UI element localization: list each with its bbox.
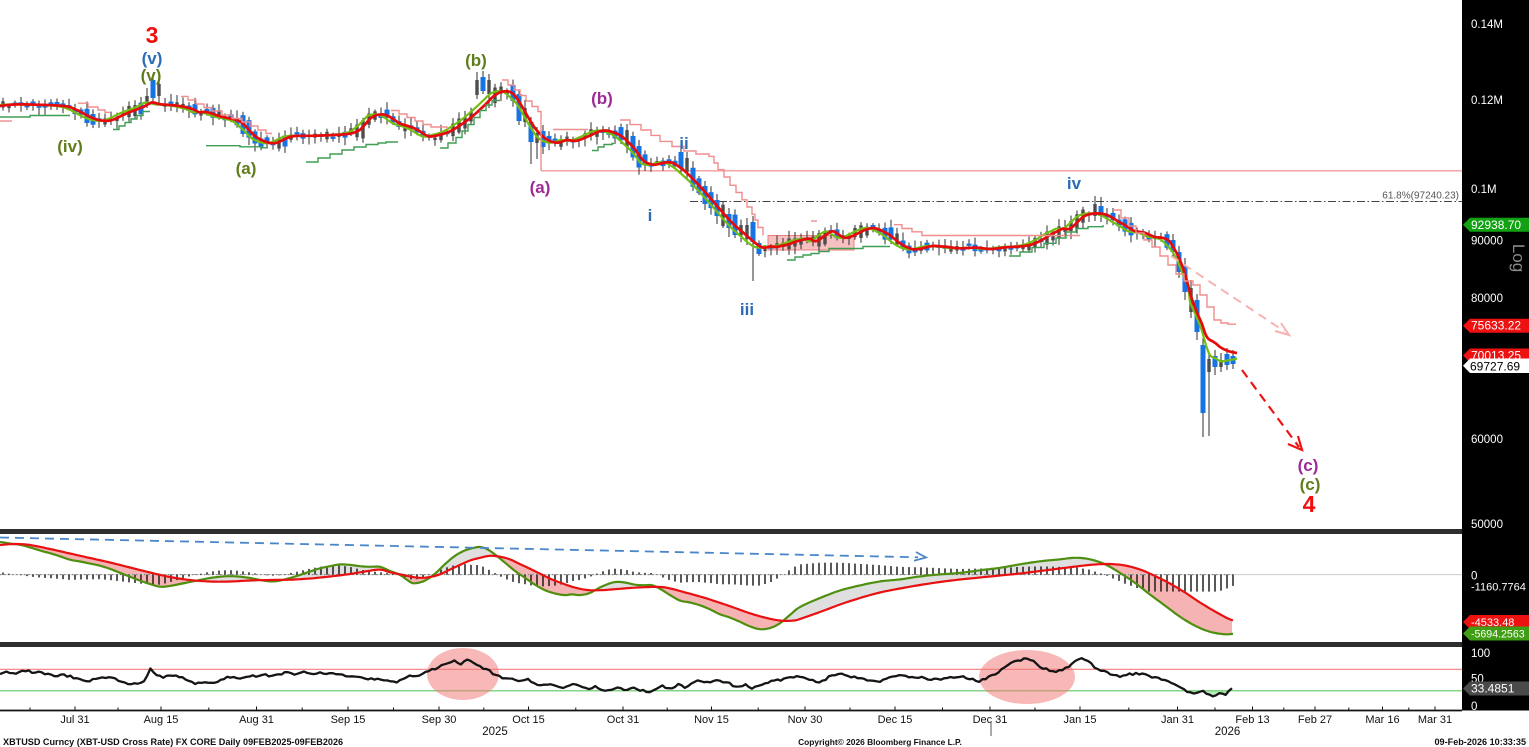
svg-text:Dec 31: Dec 31 (973, 714, 1008, 726)
svg-text:92938.70: 92938.70 (1471, 218, 1521, 232)
svg-text:0.12M: 0.12M (1471, 95, 1503, 107)
svg-text:ii: ii (679, 134, 688, 153)
svg-text:(c): (c) (1300, 475, 1321, 494)
svg-text:(a): (a) (236, 159, 257, 178)
svg-text:Aug 31: Aug 31 (239, 714, 274, 726)
svg-text:0.14M: 0.14M (1471, 19, 1503, 31)
svg-text:(b): (b) (465, 51, 487, 70)
svg-text:(v): (v) (142, 49, 163, 68)
svg-text:Jan 31: Jan 31 (1161, 714, 1194, 726)
svg-text:Oct 15: Oct 15 (512, 714, 544, 726)
svg-text:-1160.7764: -1160.7764 (1471, 582, 1526, 594)
svg-text:Mar 16: Mar 16 (1365, 714, 1399, 726)
svg-text:50000: 50000 (1471, 519, 1503, 531)
svg-text:Feb 13: Feb 13 (1235, 714, 1269, 726)
svg-text:3: 3 (146, 22, 159, 48)
svg-text:Aug 15: Aug 15 (144, 714, 179, 726)
svg-text:(iv): (iv) (57, 137, 83, 156)
svg-text:Mar 31: Mar 31 (1418, 714, 1452, 726)
svg-text:Nov 15: Nov 15 (694, 714, 729, 726)
svg-text:69727.69: 69727.69 (1470, 360, 1520, 374)
svg-text:80000: 80000 (1471, 293, 1503, 305)
svg-text:2025: 2025 (482, 726, 508, 738)
svg-text:0: 0 (1471, 701, 1477, 713)
svg-text:Log: Log (1509, 244, 1528, 272)
svg-text:Oct 31: Oct 31 (607, 714, 639, 726)
svg-text:Feb 27: Feb 27 (1298, 714, 1332, 726)
svg-text:33.4851: 33.4851 (1471, 682, 1515, 696)
svg-text:0.1M: 0.1M (1471, 184, 1497, 196)
svg-text:09-Feb-2026 10:33:35: 09-Feb-2026 10:33:35 (1435, 737, 1527, 747)
svg-text:61.8%(97240.23): 61.8%(97240.23) (1382, 191, 1459, 202)
svg-text:iii: iii (740, 300, 754, 319)
svg-text:90000: 90000 (1471, 236, 1503, 248)
svg-text:-4533.48: -4533.48 (1471, 617, 1514, 629)
svg-text:0: 0 (1471, 571, 1477, 583)
svg-text:Nov 30: Nov 30 (788, 714, 823, 726)
svg-text:(c): (c) (1298, 456, 1319, 475)
svg-text:Sep 30: Sep 30 (422, 714, 457, 726)
svg-text:60000: 60000 (1471, 434, 1503, 446)
svg-text:(v): (v) (141, 66, 162, 85)
svg-text:XBTUSD Curncy (XBT-USD Cross R: XBTUSD Curncy (XBT-USD Cross Rate) FX CO… (3, 737, 343, 747)
svg-text:Jan 15: Jan 15 (1063, 714, 1096, 726)
svg-text:Dec 15: Dec 15 (878, 714, 913, 726)
svg-text:i: i (648, 206, 653, 225)
svg-text:(a): (a) (530, 178, 551, 197)
svg-text:75633.22: 75633.22 (1471, 319, 1521, 333)
svg-text:100: 100 (1471, 648, 1490, 660)
svg-text:Sep 15: Sep 15 (331, 714, 366, 726)
svg-text:4: 4 (1303, 491, 1316, 517)
svg-text:(b): (b) (591, 89, 613, 108)
svg-text:2026: 2026 (1215, 726, 1241, 738)
svg-text:Jul 31: Jul 31 (60, 714, 89, 726)
svg-text:Copyright© 2026 Bloomberg Fina: Copyright© 2026 Bloomberg Finance L.P. (798, 737, 962, 747)
svg-text:iv: iv (1067, 174, 1082, 193)
svg-text:-5694.2563: -5694.2563 (1471, 629, 1525, 641)
